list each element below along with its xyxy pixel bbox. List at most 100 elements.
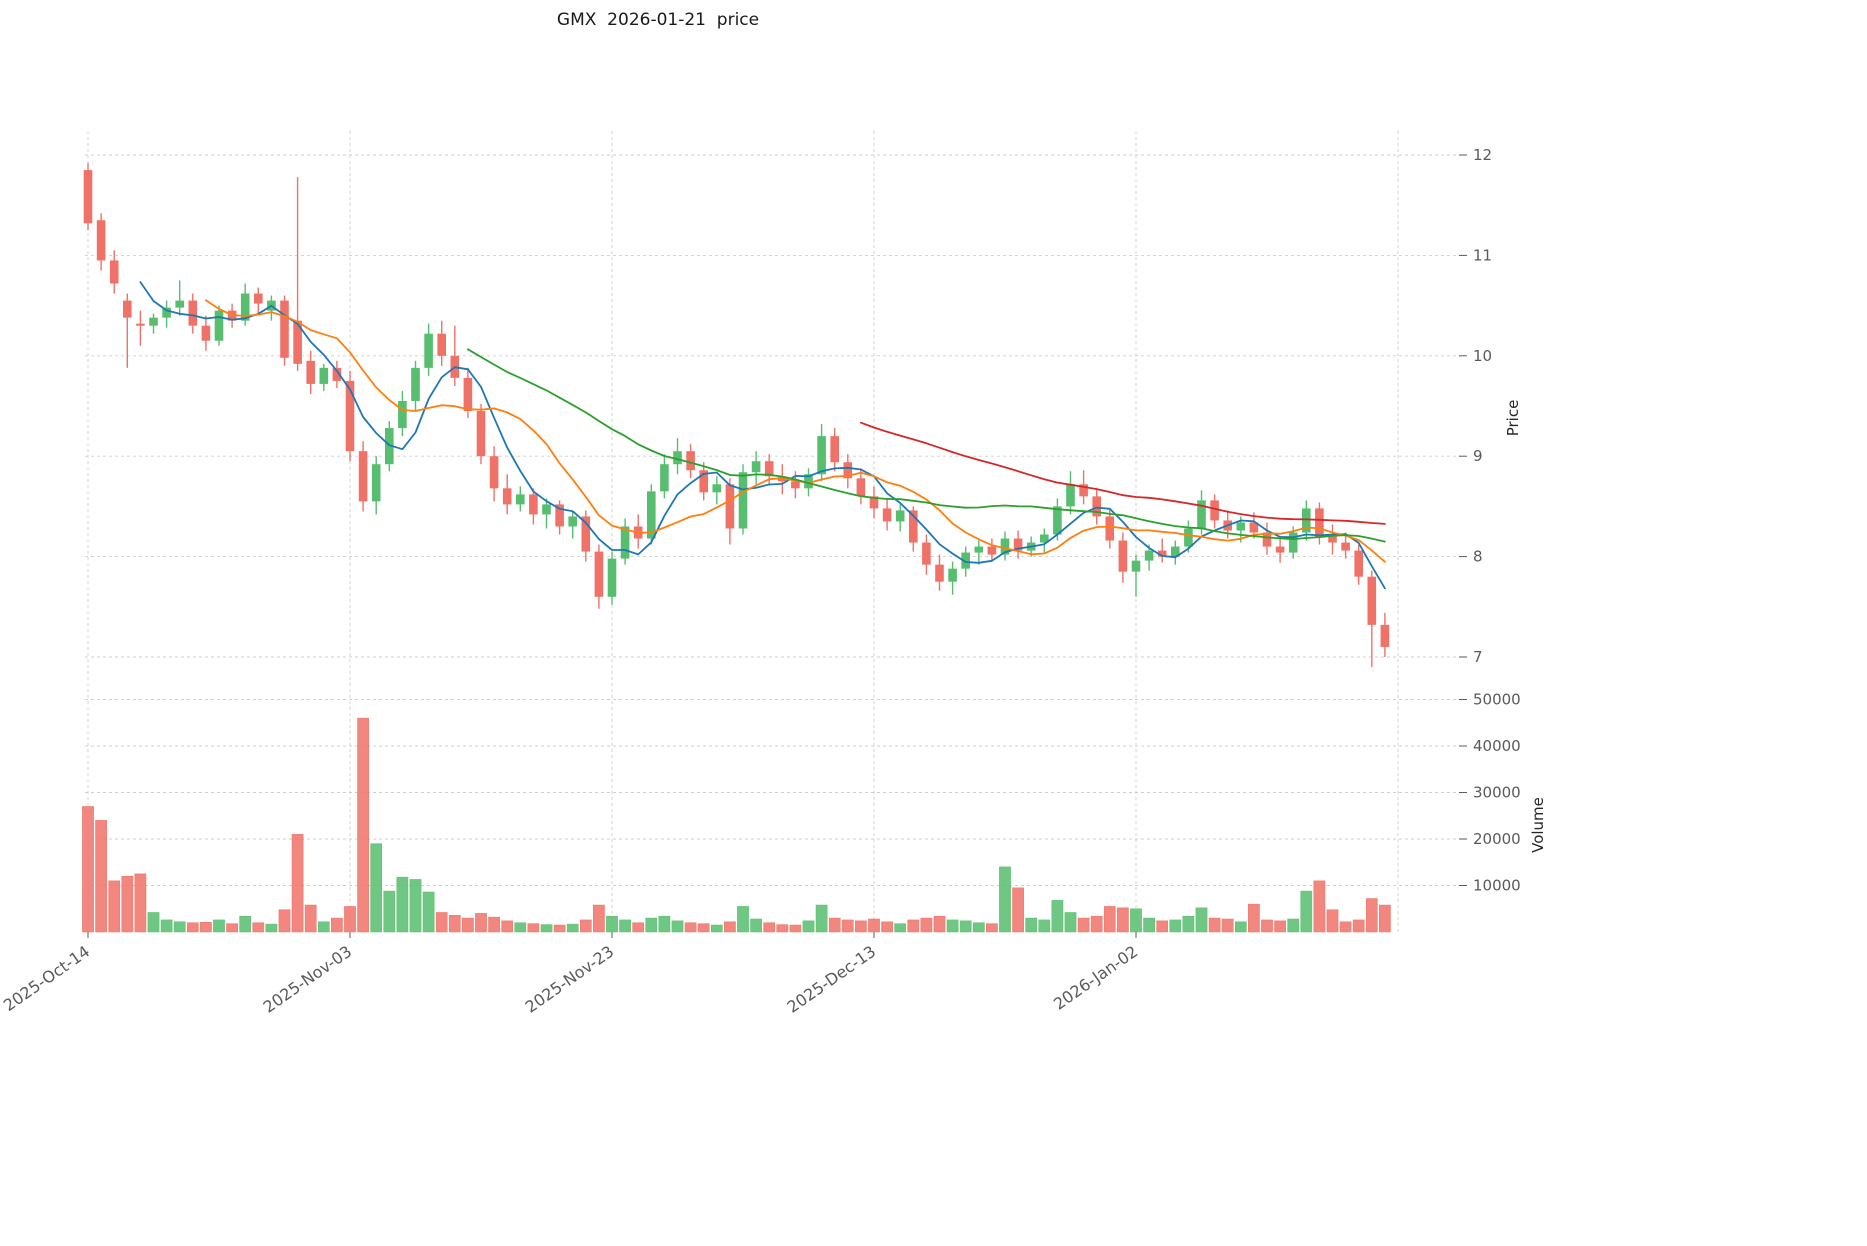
candle-body-down [1367,576,1377,625]
candle-body-up [660,464,669,492]
volume-bar [304,904,317,933]
volume-bar [265,923,278,933]
candle-body-down [1105,516,1115,541]
volume-bar [671,920,684,933]
volume-bar [317,921,330,933]
candle-body-up [1171,546,1180,557]
candle-body-up [424,333,433,368]
volume-bar [959,920,972,933]
volume-bar [894,923,907,933]
candle-body-down [109,260,119,284]
candle-body-down [358,451,368,502]
date-tick-label: 2025-Oct-14 [0,942,93,1015]
candle-body-up [974,546,984,553]
volume-bar [1051,900,1064,933]
volume-bar [619,919,631,933]
candle-body-down [529,494,538,515]
volume-bar [1261,919,1273,933]
volume-bar [1143,917,1155,933]
candle-body-down [280,300,289,358]
volume-bar [1326,909,1339,933]
volume-bar [1339,921,1352,933]
volume-bar [160,919,173,933]
candle-body-down [882,508,892,522]
volume-bar [684,922,697,933]
volume-bar [658,915,671,933]
volume-tick-label: 50000 [1473,691,1521,709]
volume-bar [291,834,304,933]
volume-bar [108,880,121,933]
volume-bar [645,917,658,933]
candle-body-up [895,510,905,522]
candle-body-down [1262,532,1272,547]
volume-bar [999,866,1011,933]
volume-bar [933,915,946,933]
volume-tick-label: 30000 [1473,784,1521,802]
candle-body-up [411,367,420,401]
candle-body-down [725,484,735,529]
candle-body-down [922,542,931,565]
candle-body-up [620,526,630,559]
candle-body-up [712,484,722,493]
volume-bar [344,906,356,933]
volume-bar [881,921,893,933]
candle-body-up [1236,522,1246,531]
volume-bar [1130,908,1142,933]
candle-body-up [214,310,224,341]
volume-bar [632,922,645,933]
price-axis-label: Price [1504,399,1522,437]
volume-bar [147,912,160,933]
date-tick-label: 2025-Nov-23 [522,942,618,1017]
volume-bar [396,876,409,933]
candle-body-down [345,380,355,452]
volume-bar [750,918,762,933]
candle-body-down [437,333,446,356]
candle-body-up [385,428,394,465]
volume-bar [514,922,527,933]
candle-body-up [1288,532,1298,553]
candle-body-up [1000,538,1010,555]
candle-body-down [201,325,211,341]
candle-body-down [83,170,93,224]
candle-body-down [909,510,918,543]
volume-bar [1117,907,1129,933]
volume-bar [1287,918,1300,933]
date-tick-label: 2025-Dec-13 [784,942,880,1017]
volume-bar [1248,903,1260,933]
candle-body-down [856,478,866,497]
candle-body-up [175,300,184,308]
volume-bar [1365,898,1378,933]
chart-title: GMX 2026-01-21 price [556,10,760,30]
volume-bar [1077,917,1090,933]
volume-bar [121,875,134,933]
volume-tick-label: 10000 [1473,877,1521,895]
candle-body-down [1380,624,1390,647]
volume-bar [593,904,605,933]
volume-bar [763,922,776,933]
candle-body-up [568,516,577,527]
candle-body-down [869,496,879,509]
volume-bar [1221,918,1234,933]
candle-body-up [817,436,826,475]
candle-body-down [306,360,315,384]
volume-bar [357,717,369,933]
candle-body-up [1302,508,1311,533]
volume-bar [448,915,461,933]
candle-body-down [791,481,800,489]
volume-bar [370,843,383,933]
candle-body-down [581,516,591,552]
candle-body-down [1315,508,1324,537]
volume-bar [566,923,579,933]
candle-body-up [961,552,970,569]
candle-body-down [594,551,604,597]
volume-bar [186,922,199,933]
ma30-line [466,348,1386,543]
candle-body-down [699,470,708,493]
candle-body-down [293,320,302,364]
volume-tick-label: 20000 [1473,830,1521,848]
candle-body-down [1157,550,1167,557]
volume-bar [724,921,736,933]
volume-bar [422,891,435,933]
